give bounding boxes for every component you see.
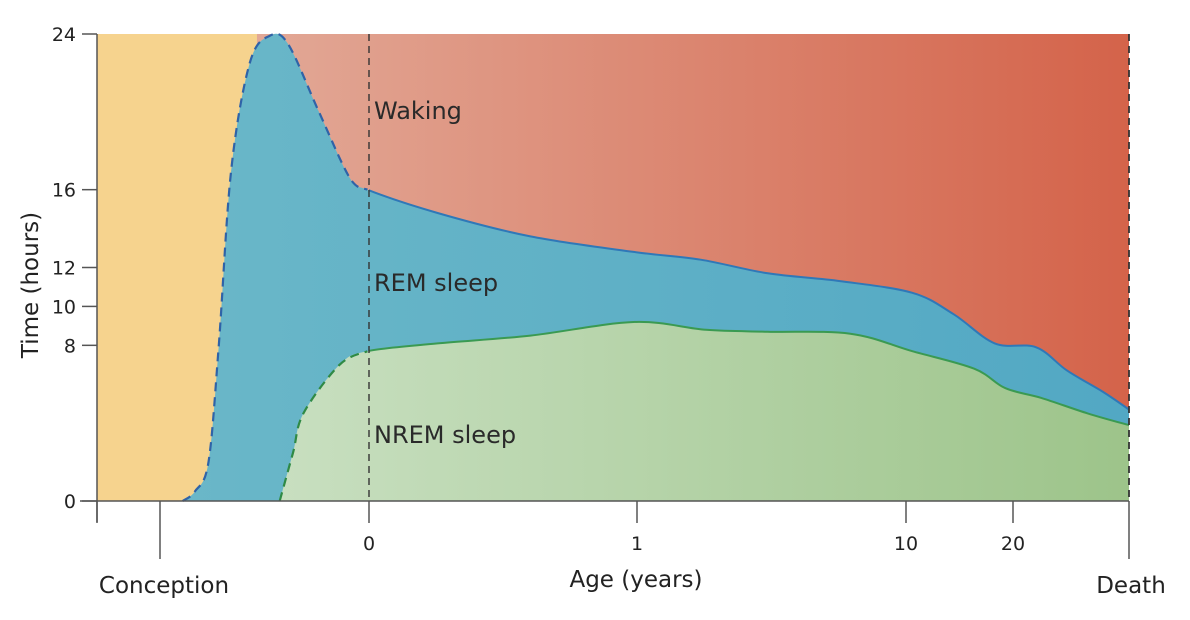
x-axis-ticks: 0 1 10 20 Conception Death (96, 501, 1166, 599)
rem-sleep-boundary-line (369, 189, 1130, 411)
y-tick-label: 24 (52, 24, 76, 46)
nrem-sleep-area (279, 321, 1129, 501)
nrem-sleep-boundary-line (369, 320, 1130, 427)
rem-sleep-label: REM sleep (374, 269, 498, 297)
x-tick-label: 10 (894, 533, 918, 555)
nrem-sleep-label: NREM sleep (374, 421, 516, 449)
y-tick-label: 12 (52, 258, 76, 280)
y-tick-label: 0 (64, 491, 76, 513)
y-axis-ticks: 0 8 10 12 16 24 (52, 24, 97, 513)
y-tick-label: 10 (52, 296, 76, 318)
x-axis-title: Age (years) (569, 567, 702, 593)
rem-prenatal-dashed-line (182, 32, 369, 502)
death-marker-label: Death (1096, 573, 1166, 599)
waking-label: Waking (374, 97, 462, 125)
nrem-prenatal-dashed-line (278, 350, 368, 502)
plot-area (97, 32, 1130, 502)
y-tick-label: 8 (64, 335, 76, 357)
conception-marker-label: Conception (99, 573, 229, 599)
x-tick-label: 1 (631, 533, 643, 555)
x-tick-label: 20 (1001, 533, 1025, 555)
y-tick-label: 16 (52, 180, 76, 202)
axes: 0 8 10 12 16 24 0 1 10 20 Conception Death (52, 24, 1166, 599)
x-tick-label: 0 (363, 533, 375, 555)
y-axis-title: Time (hours) (18, 212, 44, 359)
